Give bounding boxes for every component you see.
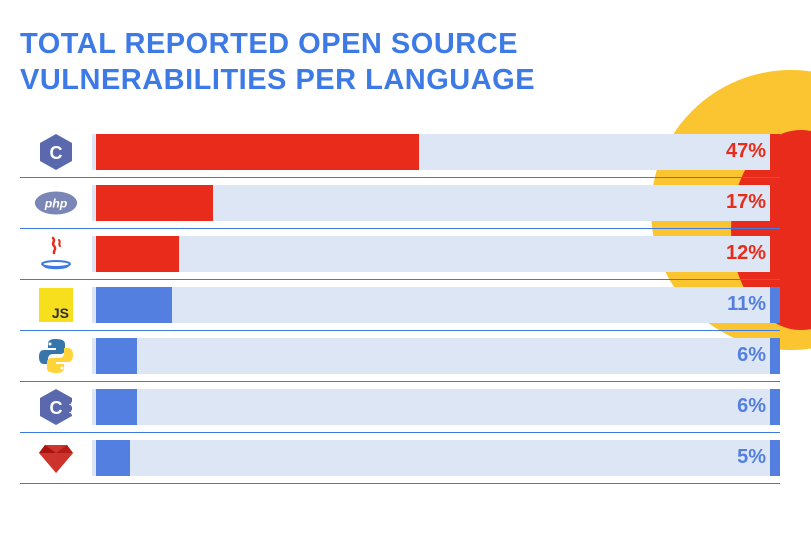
icon-cell bbox=[20, 440, 92, 476]
icon-cell bbox=[20, 338, 92, 374]
php-icon: php bbox=[34, 185, 78, 221]
bar-track: 6% bbox=[92, 389, 780, 425]
icon-cell: C++ bbox=[20, 389, 92, 425]
c-icon: C bbox=[34, 134, 78, 170]
bar-row-ruby: 5% bbox=[20, 433, 780, 484]
bar-track: 12% bbox=[92, 236, 780, 272]
icon-cell bbox=[20, 236, 92, 272]
svg-text:+: + bbox=[69, 408, 74, 417]
bar-fill bbox=[96, 440, 130, 476]
bar-track: 17% bbox=[92, 185, 780, 221]
java-icon bbox=[34, 236, 78, 272]
cpp-icon: C++ bbox=[34, 389, 78, 425]
percent-label: 6% bbox=[737, 344, 766, 367]
svg-text:JS: JS bbox=[52, 305, 69, 321]
svg-text:C: C bbox=[50, 143, 63, 163]
percent-label: 5% bbox=[737, 446, 766, 469]
percent-label: 6% bbox=[737, 395, 766, 418]
bar-row-c: C 47% bbox=[20, 127, 780, 178]
bar-track: 6% bbox=[92, 338, 780, 374]
svg-text:php: php bbox=[44, 196, 68, 210]
row-end-cap bbox=[770, 134, 780, 170]
bar-fill bbox=[96, 287, 172, 323]
bar-row-cpp: C++6% bbox=[20, 382, 780, 433]
row-end-cap bbox=[770, 185, 780, 221]
ruby-icon bbox=[34, 440, 78, 476]
bar-row-js: JS 11% bbox=[20, 280, 780, 331]
js-icon: JS bbox=[34, 287, 78, 323]
icon-cell: php bbox=[20, 185, 92, 221]
bar-fill bbox=[96, 185, 213, 221]
bar-track: 47% bbox=[92, 134, 780, 170]
percent-label: 12% bbox=[726, 242, 766, 265]
bar-row-python: 6% bbox=[20, 331, 780, 382]
row-end-cap bbox=[770, 389, 780, 425]
python-icon bbox=[34, 338, 78, 374]
bar-fill bbox=[96, 236, 179, 272]
percent-label: 17% bbox=[726, 191, 766, 214]
bar-track: 11% bbox=[92, 287, 780, 323]
bar-track: 5% bbox=[92, 440, 780, 476]
row-end-cap bbox=[770, 440, 780, 476]
row-end-cap bbox=[770, 338, 780, 374]
bar-fill bbox=[96, 389, 137, 425]
icon-cell: C bbox=[20, 134, 92, 170]
row-end-cap bbox=[770, 287, 780, 323]
percent-label: 47% bbox=[726, 140, 766, 163]
bar-fill bbox=[96, 338, 137, 374]
bar-fill bbox=[96, 134, 419, 170]
chart-title: TOTAL REPORTED OPEN SOURCEVULNERABILITIE… bbox=[20, 26, 791, 99]
row-end-cap bbox=[770, 236, 780, 272]
icon-cell: JS bbox=[20, 287, 92, 323]
bar-row-php: php 17% bbox=[20, 178, 780, 229]
svg-text:C: C bbox=[50, 398, 63, 418]
bar-row-java: 12% bbox=[20, 229, 780, 280]
vulnerability-bar-chart: C47%php17%12%JS11%6%C++6%5% bbox=[20, 127, 780, 484]
percent-label: 11% bbox=[727, 293, 766, 316]
